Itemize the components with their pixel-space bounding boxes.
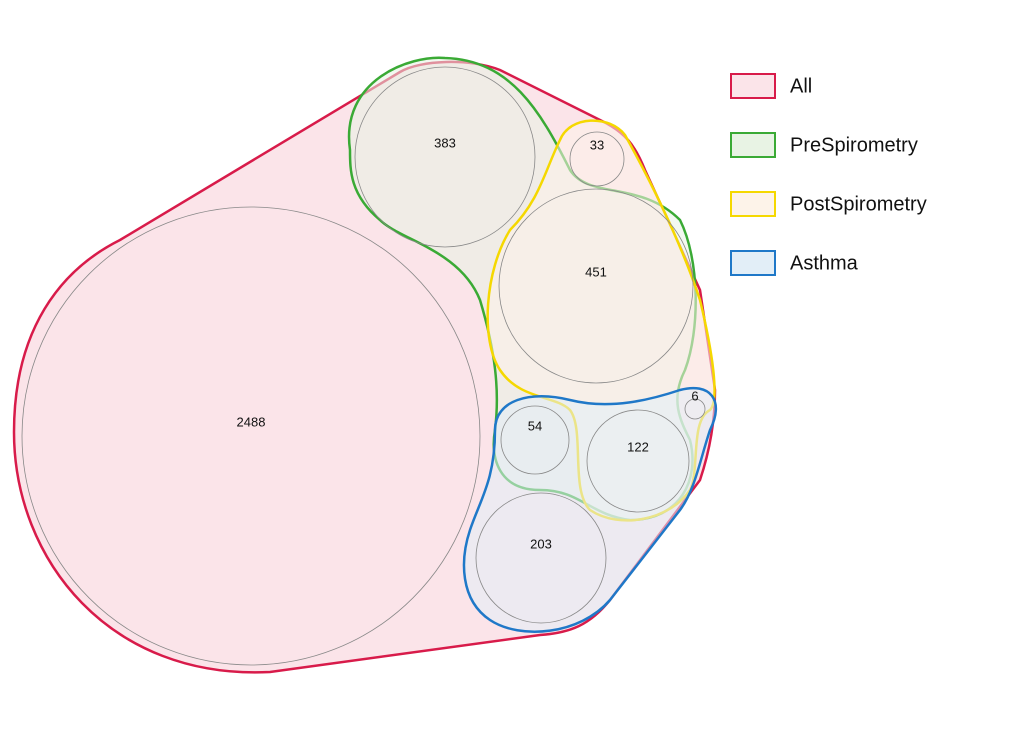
set-outlines <box>12 56 718 674</box>
legend-label: Asthma <box>790 252 859 274</box>
region-count: 451 <box>585 264 607 279</box>
region-circle <box>684 398 706 420</box>
legend-swatch <box>730 73 776 99</box>
set-outline <box>462 386 718 633</box>
legend: All PreSpirometry PostSpirometry Asthma <box>730 73 927 276</box>
legend-label: PreSpirometry <box>790 134 918 156</box>
region-circles: 2488 383 33 451 6 54 122 203 <box>21 66 706 666</box>
legend-swatch <box>730 132 776 158</box>
legend-label: PostSpirometry <box>790 193 927 215</box>
region-circle <box>498 188 694 384</box>
region-circle <box>475 492 607 624</box>
region-count: 6 <box>691 388 698 403</box>
region-count: 203 <box>530 536 552 551</box>
region-count: 33 <box>590 137 604 152</box>
region-circle <box>500 405 570 475</box>
region-count: 54 <box>528 418 542 433</box>
region-circle <box>21 206 481 666</box>
region-count: 122 <box>627 439 649 454</box>
legend-swatch <box>730 250 776 276</box>
region-circle <box>354 66 536 248</box>
region-circle <box>586 409 690 513</box>
legend-label: All <box>790 75 812 97</box>
region-count: 383 <box>434 135 456 150</box>
region-circle <box>569 131 625 187</box>
legend-swatch <box>730 191 776 217</box>
region-count: 2488 <box>237 414 266 429</box>
